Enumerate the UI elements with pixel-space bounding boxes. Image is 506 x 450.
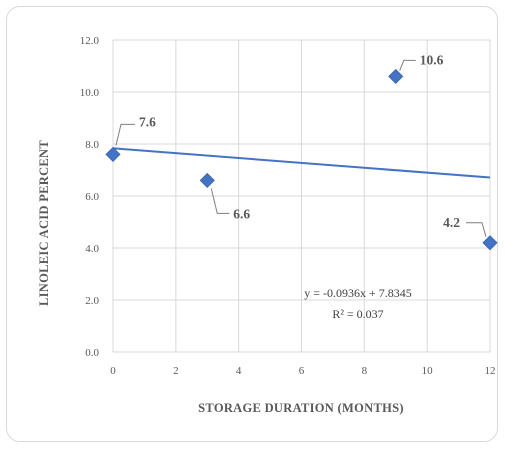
x-tick-label: 2 <box>173 365 179 377</box>
data-label: 6.6 <box>233 206 250 221</box>
data-point-marker <box>482 235 498 251</box>
y-tick-label: 6.0 <box>85 191 99 203</box>
x-tick-label: 6 <box>299 365 305 377</box>
chart-card <box>6 6 498 442</box>
y-tick-label: 8.0 <box>85 139 99 151</box>
gridlines <box>112 39 491 353</box>
y-tick-label: 4.0 <box>85 243 99 255</box>
y-tick-label: 0.0 <box>85 347 99 359</box>
x-tick-label: 8 <box>362 365 368 377</box>
data-point-marker <box>105 146 121 162</box>
data-point-marker <box>199 172 215 188</box>
data-label: 4.2 <box>443 215 460 230</box>
data-label-leader-line <box>210 188 230 214</box>
trendline-r-squared: R² = 0.037 <box>332 307 383 321</box>
data-points <box>105 68 498 251</box>
tick-labels: 0.0 2.0 4.0 6.0 8.0 10.0 12.0 0 2 4 6 8 10 12 <box>80 35 496 377</box>
x-tick-label: 4 <box>236 365 242 377</box>
data-label-leader-line <box>399 59 416 71</box>
y-tick-label: 12.0 <box>80 35 100 47</box>
data-labels: 7.6 6.6 10.6 4.2 <box>115 52 487 237</box>
data-label-leader-line <box>115 123 135 146</box>
trendline-equation: y = -0.0936x + 7.8345 <box>304 286 412 300</box>
data-point-marker <box>388 68 404 84</box>
data-label: 10.6 <box>420 52 444 67</box>
trendline <box>112 147 491 179</box>
data-label: 7.6 <box>139 114 156 129</box>
x-axis-title: STORAGE DURATION (MONTHS) <box>198 401 404 415</box>
x-tick-label: 0 <box>110 365 116 377</box>
data-label-leader-line <box>466 222 487 237</box>
x-tick-label: 10 <box>422 365 434 377</box>
y-axis-title: LINOLEIC ACID PERCENT <box>37 140 51 306</box>
trendline-layer <box>112 147 491 179</box>
x-tick-label: 12 <box>485 365 496 377</box>
y-tick-label: 10.0 <box>80 87 100 99</box>
y-tick-label: 2.0 <box>85 295 99 307</box>
